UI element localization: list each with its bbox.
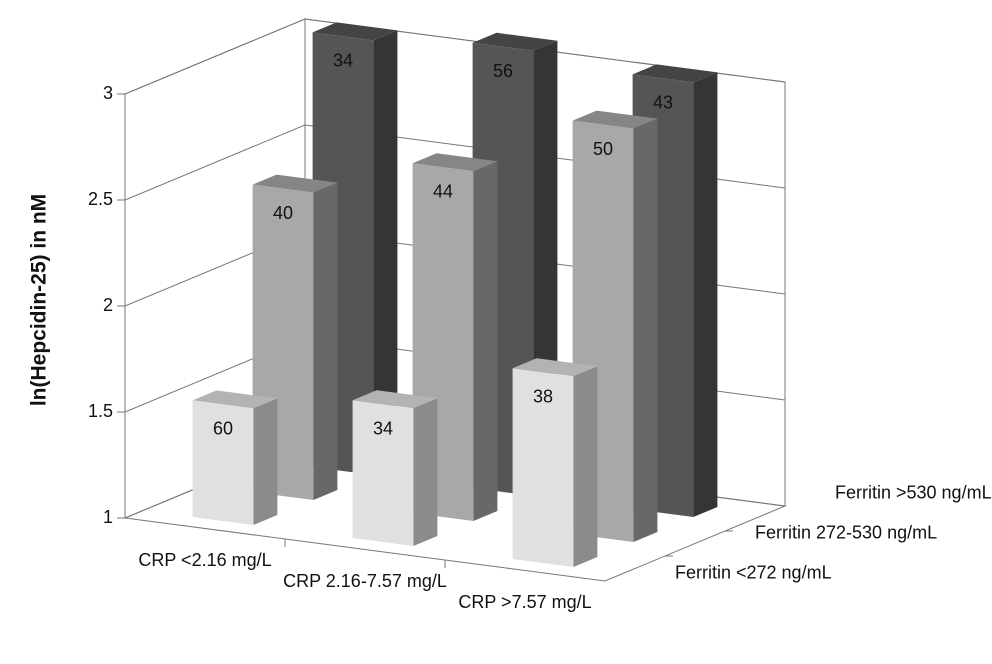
y-tick-label: 3 [103, 83, 113, 103]
bar-top [192, 390, 278, 409]
bar-top [632, 64, 718, 83]
grid-line [124, 18, 786, 95]
bar-side [693, 72, 718, 517]
y-tick-label: 2.5 [88, 189, 113, 209]
series-label: Ferritin 272-530 ng/mL [755, 523, 937, 543]
y-tick-label: 1 [103, 507, 113, 527]
bar [352, 400, 414, 546]
bar-top [252, 174, 338, 193]
series-label: Ferritin >530 ng/mL [835, 483, 992, 503]
y-tick-label: 2 [103, 295, 113, 315]
y-tick-label: 1.5 [88, 401, 113, 421]
bar-label: 43 [653, 93, 673, 113]
bar-label: 50 [593, 139, 613, 159]
bar-top [512, 358, 598, 377]
bar-label: 44 [433, 181, 453, 201]
x-tick-label: CRP <2.16 mg/L [138, 549, 272, 570]
bar-side [413, 398, 438, 546]
bar-side [633, 118, 658, 542]
bar-label: 38 [533, 386, 553, 406]
bar-top [312, 22, 398, 41]
bar-label: 34 [373, 418, 393, 438]
bar-top [412, 153, 498, 172]
bar-side [473, 161, 498, 521]
bar-side [573, 366, 598, 567]
bar-label: 56 [493, 61, 513, 81]
bar-side [313, 182, 338, 500]
x-tick-label: CRP >7.57 mg/L [458, 591, 592, 612]
bar-top [472, 32, 558, 51]
bar [192, 400, 254, 525]
x-tick-label: CRP 2.16-7.57 mg/L [283, 570, 447, 591]
bar-top [352, 390, 438, 409]
bar-side [253, 398, 278, 525]
bar-label: 34 [333, 51, 353, 71]
bar-label: 60 [213, 419, 233, 439]
bar-top [572, 110, 658, 129]
series-label: Ferritin <272 ng/mL [675, 563, 832, 583]
bar-side [373, 30, 398, 475]
bar [512, 368, 574, 567]
y-axis-title: ln(Hepcidin-25) in nM [28, 194, 51, 406]
bar-label: 40 [273, 203, 293, 223]
